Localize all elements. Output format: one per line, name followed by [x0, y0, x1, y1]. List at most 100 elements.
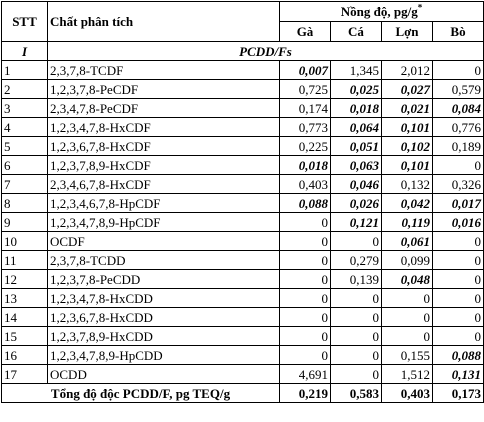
- value-bo: 0: [431, 307, 484, 327]
- value-lon: 0,119: [381, 212, 433, 232]
- analyte-name: 1,2,3,6,7,8-HxCDF: [47, 136, 280, 156]
- value-lon: 0,027: [381, 79, 433, 99]
- row-number: 14: [1, 307, 48, 327]
- section-row: I PCDD/Fs: [1, 41, 484, 61]
- value-ca: 0,139: [330, 269, 382, 289]
- table-row: 12 1,2,3,7,8-PeCDD 0 0,139 0,048 0: [1, 269, 484, 289]
- value-ga: 4,691: [279, 364, 331, 384]
- header-row-top: STT Chất phân tích Nồng độ, pg/g*: [1, 1, 484, 42]
- row-number: 15: [1, 326, 48, 346]
- value-ga: 0,174: [279, 98, 331, 118]
- table-body: I PCDD/Fs 1 2,3,7,8-TCDF 0,007 1,345 2,012 0 2…: [1, 41, 484, 384]
- table-row: 11 2,3,7,8-TCDD 0 0,279 0,099 0: [1, 250, 484, 270]
- analyte-name: OCDD: [47, 364, 280, 384]
- row-number: 8: [1, 193, 48, 213]
- value-ca: 0,063: [330, 155, 382, 175]
- table-row: 6 1,2,3,7,8,9-HxCDF 0,018 0,063 0,101 0: [1, 155, 484, 175]
- value-bo: 0,776: [431, 117, 484, 137]
- table-row: 14 1,2,3,6,7,8-HxCDD 0 0 0 0: [1, 307, 484, 327]
- total-row: Tổng độ độc PCDD/F, pg TEQ/g 0,219 0,583…: [1, 383, 484, 403]
- value-lon: 0: [381, 326, 433, 346]
- analyte-name: 1,2,3,4,7,8,9-HpCDF: [47, 212, 280, 232]
- concentration-header: Nồng độ, pg/g*: [278, 1, 484, 22]
- value-bo: 0,189: [431, 136, 484, 156]
- value-ca: 0: [330, 288, 382, 308]
- value-ca: 0,018: [330, 98, 382, 118]
- value-ga: 0,403: [279, 174, 331, 194]
- value-bo: 0: [431, 288, 484, 308]
- table-row: 10 OCDF 0 0 0,061 0: [1, 231, 484, 251]
- analyte-header: Chất phân tích: [47, 1, 280, 42]
- value-lon: 0,099: [381, 250, 433, 270]
- row-number: 1: [1, 60, 48, 80]
- value-ca: 0: [330, 307, 382, 327]
- value-ca: 0: [330, 326, 382, 346]
- value-ga: 0: [279, 307, 331, 327]
- value-bo: 0,326: [431, 174, 484, 194]
- col-header-ca: Cá: [330, 21, 382, 42]
- row-number: 17: [1, 364, 48, 384]
- value-ca: 0,121: [330, 212, 382, 232]
- row-number: 5: [1, 136, 48, 156]
- value-lon: 0,101: [381, 155, 433, 175]
- row-number: 13: [1, 288, 48, 308]
- value-ga: 0: [279, 269, 331, 289]
- value-ga: 0,225: [279, 136, 331, 156]
- table-row: 13 1,2,3,4,7,8-HxCDD 0 0 0 0: [1, 288, 484, 308]
- table-row: 7 2,3,4,6,7,8-HxCDF 0,403 0,046 0,132 0,326: [1, 174, 484, 194]
- value-bo: 0: [431, 250, 484, 270]
- value-ca: 1,345: [330, 60, 382, 80]
- value-ca: 0,046: [330, 174, 382, 194]
- value-lon: 0,021: [381, 98, 433, 118]
- value-lon: 0,101: [381, 117, 433, 137]
- value-lon: 0: [381, 288, 433, 308]
- value-lon: 0,048: [381, 269, 433, 289]
- value-ca: 0: [330, 364, 382, 384]
- analyte-name: OCDF: [47, 231, 280, 251]
- value-ga: 0: [279, 231, 331, 251]
- table-row: 4 1,2,3,4,7,8-HxCDF 0,773 0,064 0,101 0,776: [1, 117, 484, 137]
- total-value-ca: 0,583: [330, 383, 382, 403]
- analyte-name: 1,2,3,4,7,8-HxCDF: [47, 117, 280, 137]
- col-header-ga: Gà: [279, 21, 331, 42]
- value-ga: 0,088: [279, 193, 331, 213]
- value-lon: 0,042: [381, 193, 433, 213]
- value-ga: 0,018: [279, 155, 331, 175]
- analyte-name: 1,2,3,7,8-PeCDF: [47, 79, 280, 99]
- row-number: 3: [1, 98, 48, 118]
- analyte-name: 1,2,3,4,7,8-HxCDD: [47, 288, 280, 308]
- value-bo: 0: [431, 155, 484, 175]
- row-number: 2: [1, 79, 48, 99]
- value-bo: 0,088: [431, 345, 484, 365]
- section-numeral: I: [1, 41, 48, 61]
- analyte-name: 2,3,4,7,8-PeCDF: [47, 98, 280, 118]
- analyte-name: 2,3,7,8-TCDD: [47, 250, 280, 270]
- row-number: 4: [1, 117, 48, 137]
- section-title: PCDD/Fs: [46, 41, 484, 61]
- table-row: 5 1,2,3,6,7,8-HxCDF 0,225 0,051 0,102 0,189: [1, 136, 484, 156]
- stt-header: STT: [1, 1, 48, 42]
- row-number: 9: [1, 212, 48, 232]
- table-row: 9 1,2,3,4,7,8,9-HpCDF 0 0,121 0,119 0,016: [1, 212, 484, 232]
- analyte-name: 1,2,3,4,6,7,8-HpCDF: [47, 193, 280, 213]
- value-bo: 0,016: [431, 212, 484, 232]
- value-lon: 0,061: [381, 231, 433, 251]
- value-ga: 0: [279, 326, 331, 346]
- table-row: 8 1,2,3,4,6,7,8-HpCDF 0,088 0,026 0,042 0,017: [1, 193, 484, 213]
- row-number: 10: [1, 231, 48, 251]
- value-bo: 0: [431, 60, 484, 80]
- analyte-name: 2,3,7,8-TCDF: [47, 60, 280, 80]
- table-row: 1 2,3,7,8-TCDF 0,007 1,345 2,012 0: [1, 60, 484, 80]
- row-number: 11: [1, 250, 48, 270]
- value-ca: 0: [330, 231, 382, 251]
- value-ga: 0,725: [279, 79, 331, 99]
- col-header-bo: Bò: [431, 21, 484, 42]
- value-ca: 0,064: [330, 117, 382, 137]
- row-number: 7: [1, 174, 48, 194]
- value-ca: 0,026: [330, 193, 382, 213]
- value-ca: 0,051: [330, 136, 382, 156]
- analyte-name: 1,2,3,7,8,9-HxCDD: [47, 326, 280, 346]
- analyte-name: 2,3,4,6,7,8-HxCDF: [47, 174, 280, 194]
- row-number: 12: [1, 269, 48, 289]
- value-lon: 0,132: [381, 174, 433, 194]
